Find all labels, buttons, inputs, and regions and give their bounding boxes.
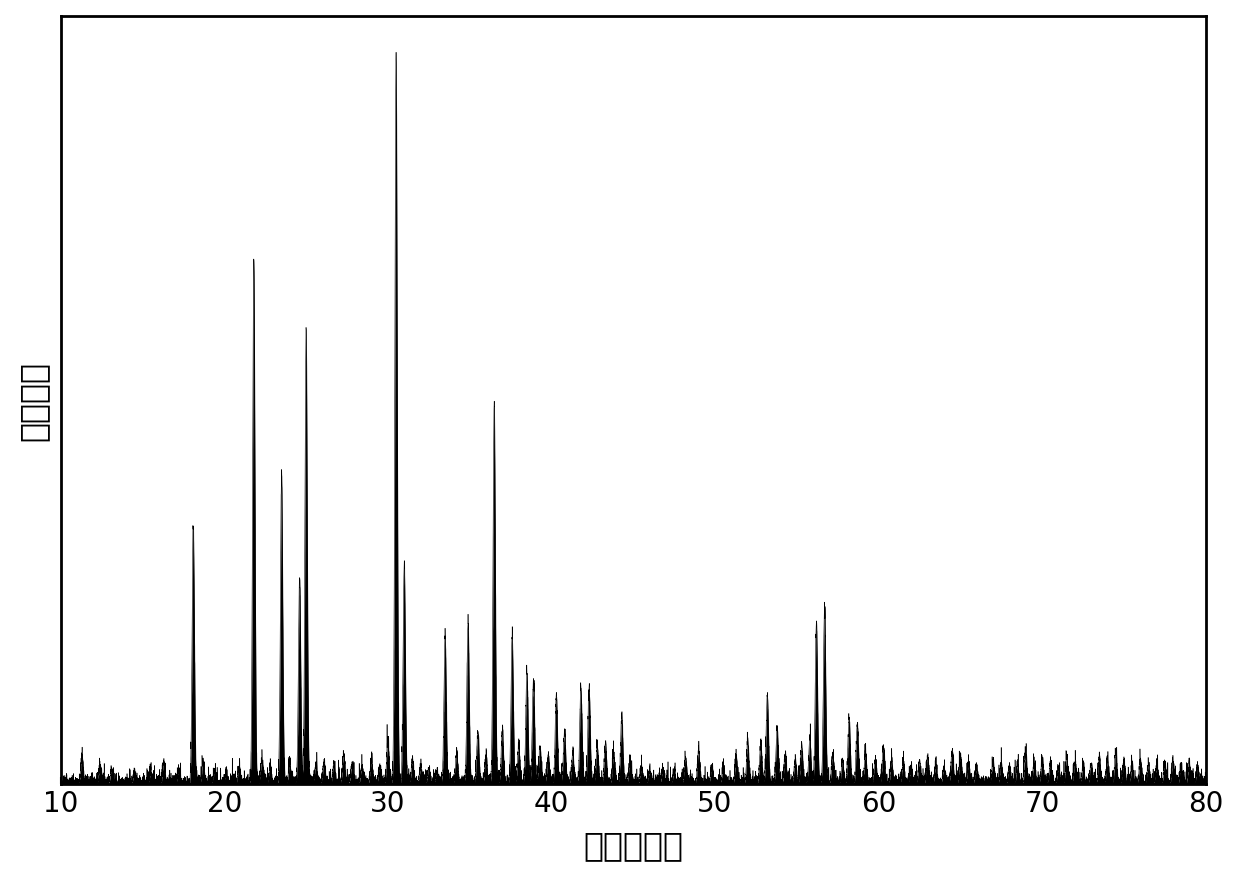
X-axis label: 角度（度）: 角度（度）: [583, 828, 683, 861]
Y-axis label: 相对强度: 相对强度: [16, 361, 50, 441]
